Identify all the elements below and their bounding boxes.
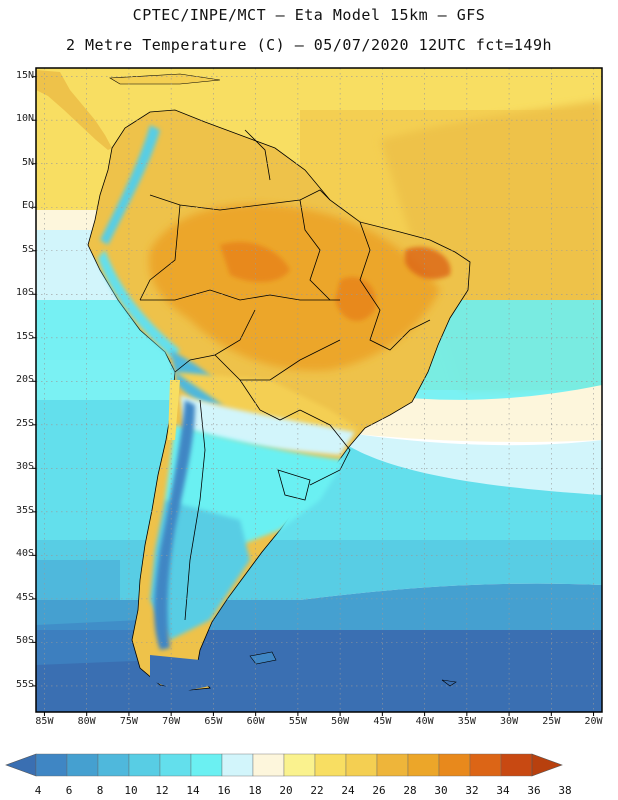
colorbar-segment [500, 753, 533, 777]
lon-label: 20W [584, 716, 603, 727]
colorbar-label: 22 [310, 784, 324, 797]
patagonia-16 [150, 500, 250, 640]
colorbar-segment [345, 753, 378, 777]
chart-title: CPTEC/INPE/MCT – Eta Model 15km – GFS [132, 6, 486, 24]
lon-label: 35W [457, 716, 476, 727]
ocean-band-atlantic-20 [330, 430, 602, 495]
lon-label: 70W [162, 716, 181, 727]
falkland-islands [249, 651, 277, 665]
lat-label: 30S [15, 461, 34, 473]
colorbar-segment [221, 753, 254, 777]
colorbar-arrow-right [531, 753, 563, 777]
lat-label: 25S [15, 417, 34, 429]
map-frame [35, 67, 603, 713]
chart-subtitle: 2 Metre Temperature (C) – 05/07/2020 12U… [65, 36, 553, 54]
lat-label: 45S [15, 591, 34, 603]
lon-label: 25W [542, 716, 561, 727]
lat-label: 15N [15, 69, 34, 81]
lon-label: 75W [119, 716, 138, 727]
colorbar-label: 6 [65, 784, 73, 797]
colorbar-segment [159, 753, 192, 777]
colorbar-label: 38 [558, 784, 572, 797]
lon-label: 65W [204, 716, 223, 727]
colorbar-label: 20 [279, 784, 293, 797]
colorbar-label: 14 [186, 784, 200, 797]
colorbar-segment [407, 753, 440, 777]
lat-label: 10S [15, 287, 34, 299]
lon-label: 85W [35, 716, 54, 727]
hot-region-ne2 [405, 246, 451, 280]
lat-label: EQ [21, 200, 34, 212]
central-america-land [36, 70, 112, 150]
lat-label: 55S [15, 678, 34, 690]
colorbar-label: 24 [341, 784, 355, 797]
colorbar-segment [469, 753, 502, 777]
colorbar-segment [376, 753, 409, 777]
colorbar-segment [97, 753, 130, 777]
ocean-band-12 [36, 560, 120, 610]
south-cone-warm [175, 372, 360, 430]
colorbar-segment [66, 753, 99, 777]
colorbar [5, 753, 563, 777]
lat-label: 15S [15, 330, 34, 342]
lat-label: 35S [15, 504, 34, 516]
lon-label: 55W [288, 716, 307, 727]
lon-label: 40W [415, 716, 434, 727]
colorbar-segment [190, 753, 223, 777]
andes-north [100, 125, 160, 245]
colorbar-segment [314, 753, 347, 777]
colorbar-label: 18 [248, 784, 262, 797]
colorbar-segment [438, 753, 471, 777]
lon-label: 80W [77, 716, 96, 727]
lat-label: 40S [15, 548, 34, 560]
colorbar-label: 4 [34, 784, 42, 797]
small-island [441, 679, 457, 687]
lon-label: 60W [246, 716, 265, 727]
lon-label: 45W [373, 716, 392, 727]
colorbar-arrow-left [5, 753, 37, 777]
colorbar-label: 10 [124, 784, 138, 797]
andes-south [154, 400, 195, 650]
colorbar-label: 32 [465, 784, 479, 797]
colorbar-label: 8 [96, 784, 104, 797]
lat-label: 50S [15, 635, 34, 647]
colorbar-label: 16 [217, 784, 231, 797]
lat-label: 10N [15, 113, 34, 125]
colorbar-segment [35, 753, 68, 777]
colorbar-segment [283, 753, 316, 777]
colorbar-label: 30 [434, 784, 448, 797]
hot-region-core [220, 241, 290, 282]
lat-label: 5S [21, 243, 34, 255]
colorbar-label: 12 [155, 784, 169, 797]
lat-label: 5N [21, 156, 34, 168]
andes-peru [98, 250, 180, 358]
country-borders [139, 129, 431, 621]
lon-label: 50W [331, 716, 350, 727]
colorbar-label: 34 [496, 784, 510, 797]
colorbar-label: 26 [372, 784, 386, 797]
lat-label: 20S [15, 374, 34, 386]
lon-label: 30W [500, 716, 519, 727]
colorbar-label: 28 [403, 784, 417, 797]
axis-ticks [32, 76, 595, 716]
colorbar-segment [252, 753, 285, 777]
colorbar-label: 36 [527, 784, 541, 797]
colorbar-segment [128, 753, 161, 777]
tierra-del-fuego [150, 655, 215, 692]
